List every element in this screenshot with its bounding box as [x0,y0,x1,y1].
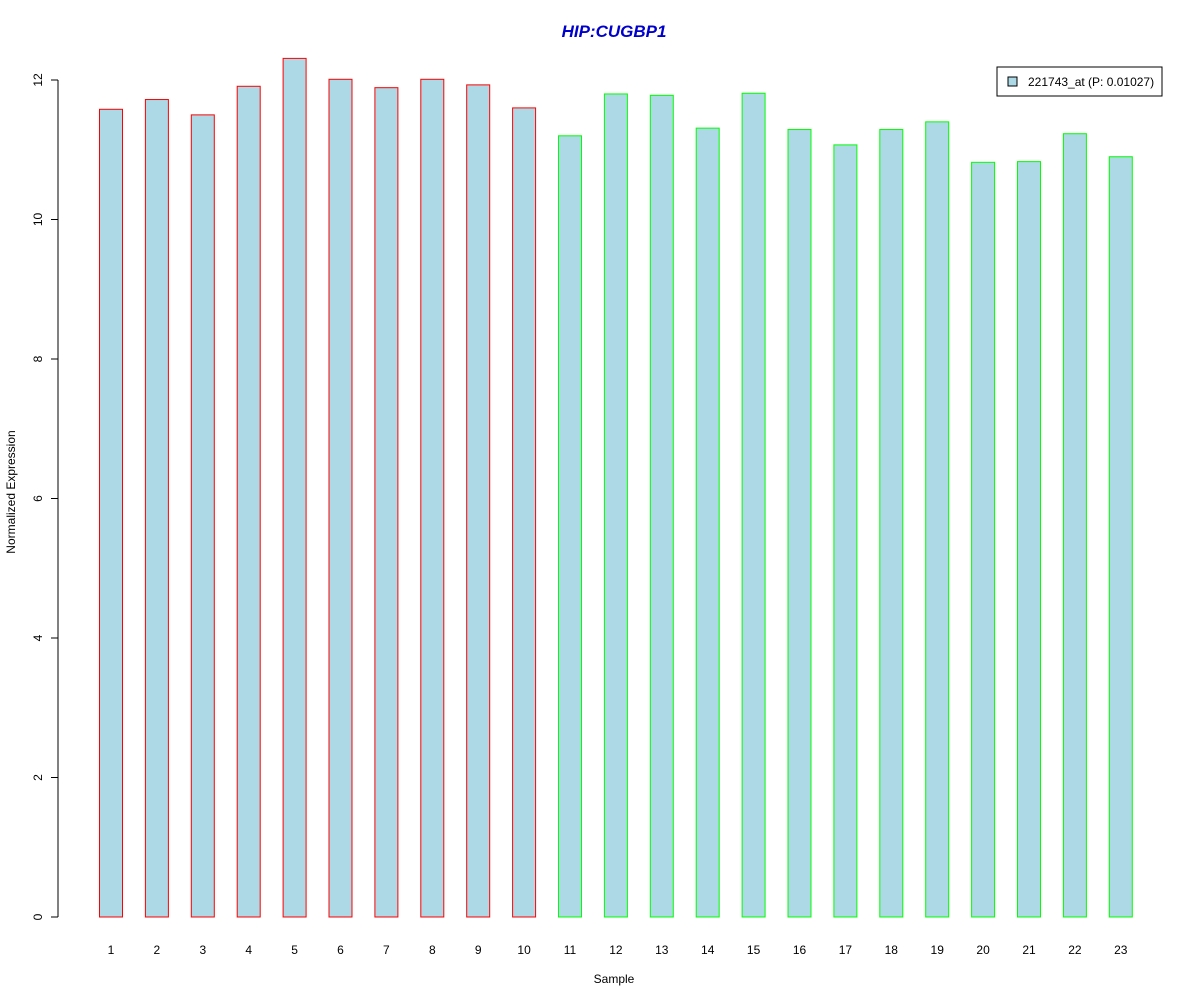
legend-box [996,66,1163,97]
bar-sample-8 [420,78,445,918]
bar-sample-5 [282,57,307,918]
bar-sample-14 [695,127,720,918]
bar-sample-3 [190,114,215,918]
x-tick-label: 13 [655,943,669,957]
y-tick-label: 2 [31,774,45,781]
bar-sample-18 [879,129,904,918]
legend-swatch [1007,76,1018,87]
x-tick-label: 23 [1114,943,1128,957]
x-tick-label: 10 [517,943,531,957]
y-tick-label: 6 [31,495,45,502]
x-tick-label: 6 [337,943,344,957]
x-tick-label: 17 [839,943,853,957]
x-tick-label: 20 [976,943,990,957]
x-tick-label: 5 [291,943,298,957]
bar-sample-6 [328,78,353,918]
y-axis-label: Normalized Expression [4,430,18,553]
x-axis-label: Sample [594,972,635,986]
x-tick-label: 4 [245,943,252,957]
x-tick-label: 3 [199,943,206,957]
x-tick-label: 19 [931,943,945,957]
bar-sample-11 [558,135,582,918]
bar-sample-7 [374,87,399,918]
bar-sample-20 [971,161,996,918]
bar-sample-22 [1062,133,1087,918]
x-tick-label: 14 [701,943,715,957]
y-tick-label: 12 [31,73,45,87]
bar-sample-2 [144,99,169,918]
y-tick-label: 8 [31,355,45,362]
y-tick-label: 10 [31,213,45,227]
x-tick-label: 7 [383,943,390,957]
x-tick-label: 1 [108,943,115,957]
bar-sample-16 [787,129,812,918]
x-tick-label: 9 [475,943,482,957]
bar-sample-15 [741,92,766,918]
x-tick-labels: 1 2 3 4 5 6 7 8 9 10 11 12 13 14 15 16 17 18 19 20 21 22 23 [108,943,1128,957]
legend: 221743_at (P: 0.01027) [996,66,1163,97]
bar-sample-1 [99,108,123,918]
x-tick-label: 22 [1068,943,1082,957]
x-tick-label: 2 [154,943,161,957]
y-axis: 0 2 4 6 8 10 12 [31,73,59,920]
x-tick-label: 16 [793,943,807,957]
x-tick-label: 15 [747,943,761,957]
bar-sample-19 [925,121,950,918]
bar-sample-21 [1017,161,1041,918]
bars-group [99,57,1133,918]
x-tick-label: 21 [1022,943,1036,957]
bar-sample-4 [236,85,261,918]
x-tick-label: 8 [429,943,436,957]
bar-sample-12 [603,93,628,918]
bar-sample-9 [466,84,491,918]
bar-sample-10 [512,107,537,918]
legend-entry-label: 221743_at (P: 0.01027) [1028,75,1154,89]
bar-sample-23 [1108,156,1133,918]
bar-sample-13 [649,94,674,918]
x-tick-label: 12 [609,943,623,957]
y-tick-label: 0 [31,913,45,920]
x-tick-label: 11 [564,943,577,957]
chart-title: HIP:CUGBP1 [562,22,667,41]
x-tick-label: 18 [885,943,899,957]
y-tick-label: 4 [31,634,45,641]
bar-sample-17 [833,144,858,918]
